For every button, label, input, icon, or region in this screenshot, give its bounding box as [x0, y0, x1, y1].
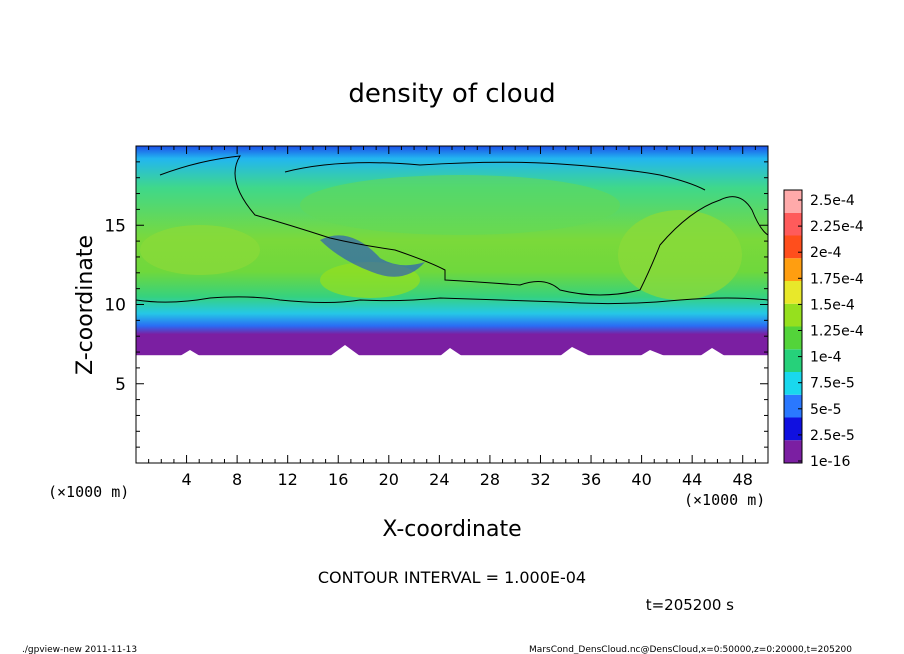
colorbar-label: 1.75e-4 — [810, 271, 864, 287]
x-tick-label-4: 4 — [181, 470, 191, 489]
colorbar-swatch — [784, 258, 802, 281]
cloud-base-edge — [136, 345, 768, 360]
chart-title: density of cloud — [348, 79, 555, 109]
colorbar-swatch — [784, 303, 802, 327]
colorbar-label: 2e-4 — [810, 245, 842, 261]
cloud-blob-right — [618, 210, 742, 300]
colorbar-label: 7.5e-5 — [810, 376, 855, 392]
contour-line-lower — [135, 296, 769, 305]
colorbar-swatch — [784, 281, 802, 304]
colorbar-swatch — [784, 394, 802, 418]
plot-area — [135, 145, 769, 464]
colorbar-swatch — [784, 440, 802, 463]
colorbar-label: 2.5e-4 — [810, 193, 855, 209]
contour-interval: CONTOUR INTERVAL = 1.000E-04 — [318, 568, 586, 587]
colorbar-label: 1e-16 — [810, 454, 850, 470]
colorbar-swatch — [784, 417, 802, 441]
colorbar-swatch — [784, 372, 802, 395]
colorbar-frame — [783, 189, 803, 464]
z-tick-label-15: 15 — [104, 216, 126, 236]
x-unit-label-left: (×1000 m) — [48, 483, 129, 501]
colorbar-label: 2.5e-5 — [810, 428, 855, 444]
colorbar-label: 2.25e-4 — [810, 219, 864, 235]
colorbar-swatch — [784, 326, 802, 350]
x-tick-label-48: 48 — [733, 470, 753, 489]
colorbar-label: 5e-5 — [810, 402, 841, 418]
x-tick-label-28: 28 — [480, 470, 500, 489]
x-tick-label-12: 12 — [278, 470, 298, 489]
cloud-blob-top — [300, 175, 620, 235]
x-axis-label: X-coordinate — [382, 517, 521, 542]
y-axis-label: Z-coordinate — [73, 235, 98, 375]
contour-line-upper — [159, 155, 769, 296]
z-tick-label-5: 5 — [115, 375, 126, 395]
x-tick-label-44: 44 — [682, 470, 702, 489]
footer-source: MarsCond_DensCloud.nc@DensCloud,x=0:5000… — [529, 645, 852, 654]
footer-program: ./gpview-new 2011-11-13 — [22, 645, 137, 654]
z-axis-ticks: 5 10 15 — [104, 161, 768, 448]
colorbar-swatch — [784, 212, 802, 236]
x-tick-label-20: 20 — [379, 470, 399, 489]
x-tick-label-36: 36 — [581, 470, 601, 489]
cloud-blob-left — [140, 225, 260, 275]
colorbar-swatch — [784, 349, 802, 372]
colorbar-swatch — [784, 190, 802, 213]
x-tick-label-16: 16 — [328, 470, 348, 489]
colorbar-label: 1.25e-4 — [810, 324, 864, 340]
x-tick-label-24: 24 — [429, 470, 449, 489]
contour-line-top — [284, 161, 706, 191]
colorbar-swatch — [784, 235, 802, 259]
cloud-gap-dark — [320, 235, 425, 277]
colorbar-label: 1.5e-4 — [810, 297, 855, 313]
colorbar-label: 1e-4 — [810, 350, 842, 366]
x-tick-label-32: 32 — [530, 470, 550, 489]
time-label: t=205200 s — [646, 596, 734, 614]
x-unit-label-right: (×1000 m) — [684, 491, 765, 509]
colorbar: 1e-16 2.5e-5 5e-5 7.5e-5 1e-4 1.25e-4 1.5e-4 1.… — [783, 189, 864, 470]
x-tick-label-8: 8 — [232, 470, 242, 489]
x-tick-label-40: 40 — [631, 470, 651, 489]
z-tick-label-10: 10 — [104, 296, 126, 316]
x-axis-ticks: 4 8 12 16 20 24 28 32 36 40 44 48 — [148, 146, 756, 489]
